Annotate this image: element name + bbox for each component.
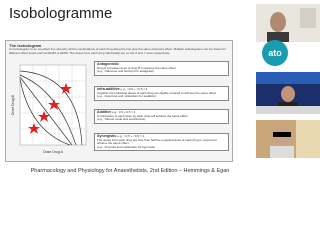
figure: The isobologram An isobologram is an iso…: [5, 40, 233, 162]
box-example: (e.g., Naloxone and fentanyl for analges…: [97, 69, 154, 74]
logo-text: ato: [268, 48, 282, 58]
y-axis-label: Dose Drug B: [11, 94, 15, 115]
box-heading-line: Synergistic e.g., <0.5 + <0.5 = 1: [97, 134, 226, 139]
box-text: Together the individual doses of each dr…: [97, 90, 217, 95]
box-example: (e.g., Ketamine and midazolam for sedati…: [97, 94, 157, 99]
box-heading-line: Antagonistic: [97, 62, 226, 67]
box-text: Drug A increases dose of drug B to achie…: [97, 65, 176, 70]
additive-line: [19, 76, 73, 146]
legend-box: Antagonistic Drug A increases dose of dru…: [94, 61, 229, 76]
box-heading-line: Infra-additive e.g., >0.5 + >0.5 = 1: [97, 87, 226, 92]
box-example: (e.g., Nitrous oxide and sevoflurane): [97, 117, 146, 122]
webcam-presenter-1: [256, 4, 320, 42]
slide: Isobologramme The isobologram An isobolo…: [5, 4, 320, 174]
box-example: (e.g., Propofol and midazolam for hypnos…: [97, 144, 156, 149]
box-formula: e.g., <0.5 + <0.5 = 1: [117, 134, 145, 138]
webcam-presenter-2: [256, 120, 320, 158]
box-heading-line: Additive e.g., 0.5 + 0.5 = 1: [97, 110, 226, 115]
x-axis-label: Dose Drug A: [43, 150, 64, 154]
box-formula: e.g., >0.5 + >0.5 = 1: [120, 87, 148, 91]
footer: Pharmacology and Physiology for Anaesthe…: [30, 168, 230, 174]
box-text: Combination of each dose by each drug wi…: [97, 113, 188, 118]
box-heading: Antagonistic: [97, 62, 119, 66]
figure-title: The isobologram: [9, 43, 42, 48]
legend-box: Synergistic e.g., <0.5 + <0.5 = 1 The dos…: [94, 133, 229, 152]
stars: [28, 83, 72, 134]
box-heading: Synergistic: [97, 134, 117, 138]
box-heading: Additive: [97, 110, 112, 114]
synergistic-curve: [19, 78, 71, 146]
isobologram-graph: Dose Drug A Dose Drug B: [11, 64, 87, 154]
figure-description: An isobologram is an iso-effect line whe…: [9, 47, 226, 55]
legend-box: Infra-additive e.g., >0.5 + >0.5 = 1 Toge…: [94, 86, 229, 101]
box-formula: e.g., 0.5 + 0.5 = 1: [112, 110, 136, 114]
logo: ato: [262, 40, 288, 66]
box-heading: Infra-additive: [97, 87, 120, 91]
box-text: The doses from each drug are less than h…: [97, 137, 217, 146]
webcam-news: [256, 72, 320, 114]
legend-box: Additive e.g., 0.5 + 0.5 = 1 Combination …: [94, 109, 229, 124]
infra-additive-curve: [19, 74, 77, 146]
slide-title: Isobologramme: [9, 5, 113, 22]
